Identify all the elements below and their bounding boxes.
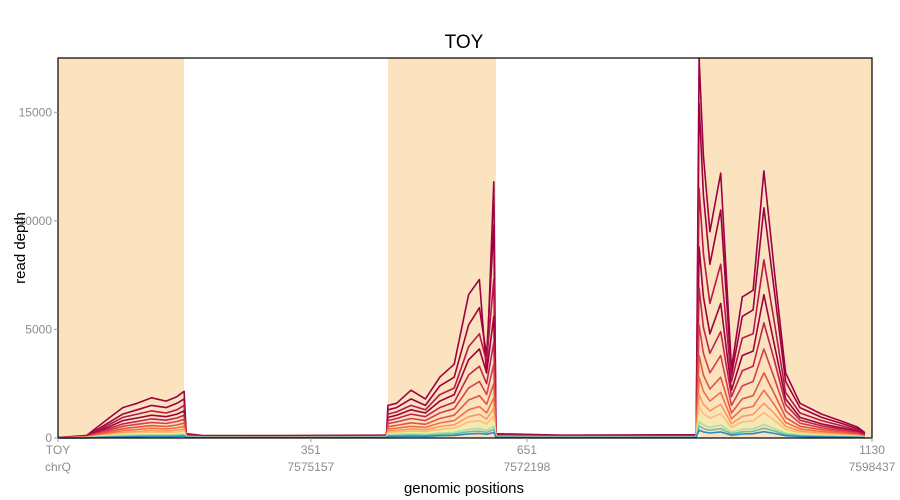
- series-line: [57, 376, 865, 439]
- x-tick-sublabel: 7575157: [287, 460, 334, 474]
- series-line: [57, 354, 866, 439]
- x-tick-sublabel: chrQ: [45, 460, 71, 474]
- series-line: [57, 393, 865, 439]
- x-tick-label: 351: [301, 443, 321, 457]
- y-tick-label: 5000: [25, 322, 52, 336]
- series-line: [57, 429, 865, 439]
- highlight-regions: [58, 58, 872, 438]
- series-line: [57, 102, 866, 439]
- highlight-region: [58, 58, 185, 438]
- chart-title: TOY: [445, 32, 484, 53]
- x-tick-sublabel: 7598437: [849, 460, 896, 474]
- y-axis-title: read depth: [12, 212, 29, 284]
- y-tick-label: 10000: [19, 214, 53, 228]
- series-line: [57, 57, 866, 439]
- x-tick-label: TOY: [46, 443, 70, 457]
- x-tick-label: 1130: [859, 443, 885, 457]
- x-tick-label: 651: [517, 443, 537, 457]
- series-line: [57, 187, 866, 439]
- series-line: [57, 324, 866, 439]
- y-tick-label: 15000: [19, 105, 53, 119]
- axis-ticks: 0 5000 10000 15000 TOY chrQ 351 7575157 651 75721…: [19, 105, 896, 474]
- series-lines: [57, 57, 866, 439]
- series-line: [57, 287, 866, 439]
- x-axis-title: genomic positions: [404, 480, 524, 497]
- x-tick-sublabel: 7572198: [504, 460, 551, 474]
- series-line: [57, 405, 865, 439]
- series-line: [57, 414, 865, 439]
- plot-frame: [57, 57, 873, 439]
- series-line: [57, 246, 866, 439]
- y-tick-label: 0: [45, 431, 52, 445]
- series-line: [57, 420, 865, 439]
